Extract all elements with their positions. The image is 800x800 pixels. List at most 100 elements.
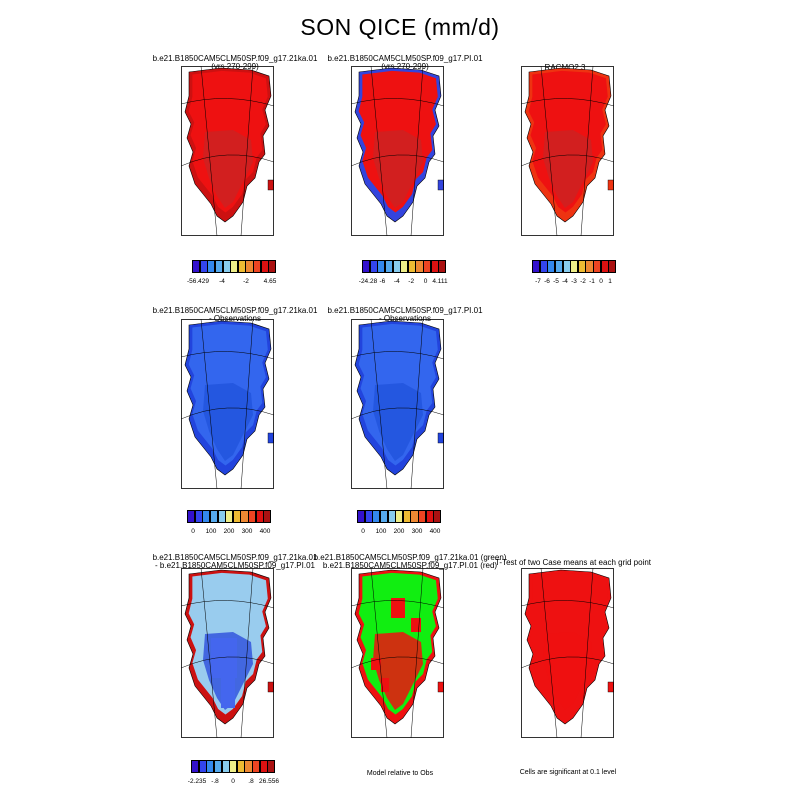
colorbar-swatch [225,510,234,523]
map-r2c1 [181,319,274,489]
colorbar-swatch [213,760,223,773]
colorbar-tick-label: -3 [571,278,577,285]
colorbar-swatch [229,760,238,773]
greenland-map [181,568,274,738]
colorbar-tick-label: -4 [562,278,568,285]
island [267,179,274,191]
panel-title-line2: b.e21.B1850CAM5CLM50SP.f09_g17.PI.01 (re… [322,561,498,570]
colorbar-swatch [259,760,268,773]
map-r3c2 [351,568,444,738]
colorbar-swatch [267,760,276,773]
colorbar-tick-label: 26.556 [259,778,279,785]
colorbar-swatch [400,260,409,273]
figure-title: SON QICE (mm/d) [300,14,500,40]
colorbar-swatch [430,260,439,273]
colorbar-r1c1 [192,260,277,276]
coastline [184,67,272,223]
map-r1c3 [521,66,614,236]
greenland-map [181,319,274,489]
model-relative-note: Model relative to Obs [366,770,434,777]
colorbar-tick-label: 0 [231,778,235,785]
colorbar-swatch [214,260,224,273]
graticule-line [181,351,274,360]
colorbar-tick-label: 200 [223,528,235,535]
panel-title-line1: b.e21.B1850CAM5CLM50SP.f09_g17.21ka.01 [152,553,318,562]
colorbar-swatch [245,260,254,273]
colorbar-swatch [608,260,617,273]
colorbar-tick-label: 4.111 [432,278,448,285]
colorbar-swatch [199,260,208,273]
graticule-line [351,407,444,420]
interior-region [543,632,593,710]
colorbar-swatch [221,760,230,773]
colorbar-tick-label: -5 [553,278,559,285]
graticule-line [521,600,614,609]
colorbar-swatch [198,760,207,773]
colorbar-tick-label: 0 [361,528,365,535]
colorbar-r3c1 [191,760,276,776]
graticule-line [521,98,614,107]
map-r1c1 [181,66,274,236]
interior-region [203,383,253,461]
graticule-line [410,568,424,738]
graticule-line [410,66,424,236]
colorbar-swatch [410,510,419,523]
colorbar-swatch [554,260,564,273]
colorbar-swatch [585,260,594,273]
coastline [354,67,442,223]
colorbar-swatch [562,260,571,273]
colorbar-swatch [206,760,215,773]
map-r1c2 [351,66,444,236]
island [437,432,444,444]
colorbar-swatch [263,510,272,523]
panel-title-r2c2: b.e21.B1850CAM5CLM50SP.f09_g17.PI.01- Ob… [295,307,515,323]
colorbar-swatch [402,510,411,523]
colorbar-swatch [248,510,257,523]
colorbar-tick-label: -7 [535,278,541,285]
colorbar-swatch [593,260,602,273]
colorbar-tick-label: -24.28 [358,278,378,285]
colorbar-swatch [230,260,239,273]
colorbar-swatch [187,510,196,523]
colorbar-tick-label: -.8 [211,778,219,785]
colorbar-swatch [237,260,246,273]
graticule-line [181,154,274,167]
panel-title-r3c3: T-Test of two Case means at each grid po… [463,559,683,567]
grid-cell [371,658,381,670]
graticule-line [351,98,444,107]
colorbar-swatch [372,510,381,523]
graticule-line [181,656,274,669]
panel-title-line2: - Observations [208,314,262,323]
coastline [524,67,612,223]
colorbar-tick-label: .8 [248,778,254,785]
island [607,681,614,693]
panel-title-line1: b.e21.B1850CAM5CLM50SP.f09_g17.21ka.01 [152,306,318,315]
map-frame [181,66,274,236]
colorbar-swatch [255,510,264,523]
graticule-line [351,656,444,669]
colorbar-tick-label: -1 [589,278,595,285]
colorbar-tick-label: 200 [393,528,405,535]
greenland-map [181,66,274,236]
colorbar-tick-label: 4.65 [263,278,277,285]
colorbar-tick-label: -2 [243,278,249,285]
colorbar-swatch [252,760,261,773]
panel-title-line1: T-Test of two Case means at each grid po… [494,558,652,567]
map-r3c1 [181,568,274,738]
grid-cell [221,678,235,708]
colorbar-swatch [202,510,211,523]
greenland-map [521,66,614,236]
colorbar-tick-label: 300 [241,528,253,535]
panel-title-r3c1: b.e21.B1850CAM5CLM50SP.f09_g17.21ka.01- … [125,554,345,570]
colorbar-swatch [570,260,579,273]
colorbar-swatch [433,510,442,523]
colorbar-swatch [577,260,586,273]
coastline [354,569,442,725]
colorbar-swatch [192,260,201,273]
colorbar-swatch [395,510,404,523]
colorbar-swatch [387,510,396,523]
graticule-line [351,351,444,360]
coastline [524,569,612,725]
graticule-line [410,319,424,489]
interior-region [373,383,423,461]
